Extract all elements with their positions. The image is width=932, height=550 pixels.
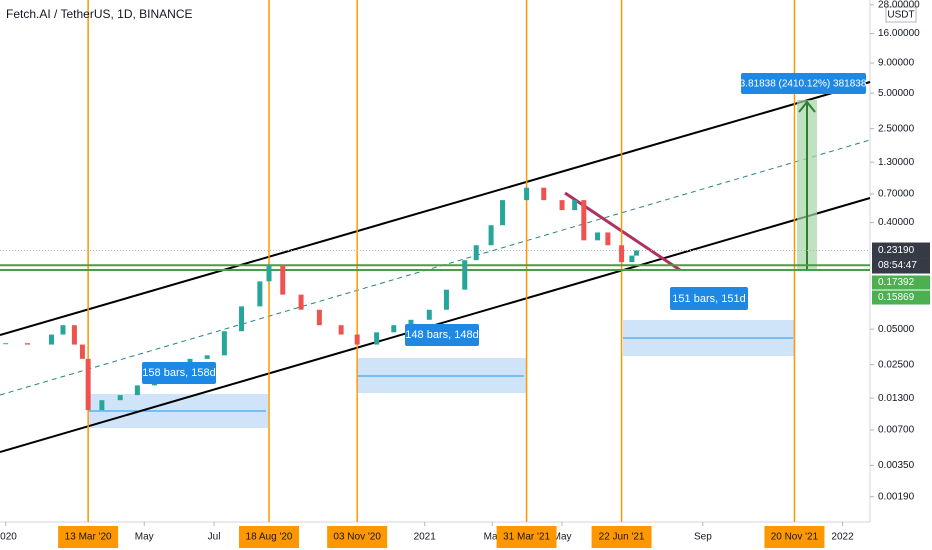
y-tick-label: 0.01300: [878, 393, 915, 404]
marker-label: 18 Aug '20: [246, 532, 293, 543]
marker-label: 20 Nov '21: [771, 532, 819, 543]
candle: [559, 200, 565, 211]
marker-label-box: [764, 526, 825, 548]
marker-label-box: [239, 526, 300, 548]
annotation: 148 bars, 148d: [405, 329, 478, 341]
chart-title: Fetch.AI / TetherUS, 1D, BINANCE: [6, 7, 193, 21]
candle: [316, 309, 322, 326]
candle: [572, 200, 578, 211]
candle: [266, 264, 272, 282]
candle: [204, 355, 210, 359]
annotation-box: [670, 287, 748, 310]
x-tick-label: May: [135, 532, 154, 543]
candle: [443, 289, 449, 310]
currency: USDT: [887, 10, 914, 21]
candle: [221, 331, 227, 356]
y-tick-label: 5.00000: [878, 88, 915, 99]
y-tick-label: 1.30000: [878, 157, 915, 168]
y-tick-label: 28.00000: [878, 0, 920, 11]
candle: [629, 255, 635, 263]
candle: [595, 232, 601, 241]
annotation: 151 bars, 151d: [672, 293, 745, 305]
annotation: 3.81838 (2410.12%) 381838: [740, 79, 867, 90]
x-tick-label: 2021: [414, 532, 437, 543]
candle: [49, 334, 55, 345]
candle: [473, 245, 479, 261]
countdown-box: [872, 258, 930, 274]
support-label-box: [872, 290, 930, 305]
y-tick-label: 16.00000: [878, 28, 920, 39]
marker-label-box: [58, 526, 119, 548]
marker-label: 31 Mar '21: [503, 532, 550, 543]
marker-label-box: [496, 526, 557, 548]
candle: [280, 264, 286, 295]
candle: [257, 281, 263, 307]
candle: [374, 332, 380, 345]
candle: [354, 334, 360, 345]
y-tick-label: 0.02500: [878, 359, 915, 370]
y-tick-label: 0.00190: [878, 491, 915, 502]
marker-label-box: [327, 526, 388, 548]
marker-label-box: [591, 526, 652, 548]
y-tick-label: 0.70000: [878, 189, 915, 200]
candle: [633, 250, 639, 256]
x-tick-label: 2020: [0, 532, 17, 543]
candle: [426, 309, 432, 320]
x-tick-label: 2022: [831, 532, 854, 543]
y-tick-label: 0.00350: [878, 460, 915, 471]
marker-label: 03 Nov '20: [333, 532, 381, 543]
x-tick-label: Sep: [694, 532, 712, 543]
candle: [85, 358, 91, 411]
candle: [541, 187, 547, 201]
annotation: 158 bars, 158d: [142, 367, 215, 379]
candle: [462, 260, 468, 290]
candle: [338, 325, 344, 335]
candle: [239, 306, 245, 332]
candle: [60, 325, 66, 335]
candle: [488, 225, 494, 246]
marker-label: 13 Mar '20: [65, 532, 112, 543]
candle: [99, 400, 105, 411]
x-tick-label: May: [553, 532, 572, 543]
y-tick-label: 2.50000: [878, 123, 915, 134]
candle: [581, 200, 587, 241]
candle: [298, 294, 304, 310]
channel-mid: [0, 139, 871, 396]
last-price-box: [872, 242, 930, 259]
currency-box: [885, 6, 917, 23]
annotation-box: [142, 362, 216, 384]
marker-label: 22 Jun '21: [599, 532, 645, 543]
x-tick-label: Mar: [484, 532, 502, 543]
annotation-box: [405, 324, 479, 346]
candle: [408, 319, 414, 326]
candle: [187, 358, 193, 363]
y-tick-label: 9.00000: [878, 58, 915, 69]
candle: [117, 395, 123, 401]
y-tick-label: 0.05000: [878, 324, 915, 335]
measure-arrow-head: [798, 100, 816, 113]
support-label: 0.15869: [878, 292, 915, 303]
support-label-box: [872, 275, 930, 290]
support-label: 0.17392: [878, 277, 915, 288]
x-tick-label: Jul: [208, 532, 221, 543]
candle: [391, 325, 397, 333]
candle: [619, 245, 625, 263]
annotation-box: [741, 73, 866, 94]
candle: [134, 385, 140, 396]
candle: [79, 344, 85, 359]
y-tick-label: 0.40000: [878, 217, 915, 228]
candle: [3, 343, 9, 345]
y-tick-label: 0.00700: [878, 425, 915, 436]
candle: [605, 232, 611, 246]
countdown: 08:54:47: [878, 260, 917, 271]
candle: [24, 343, 30, 345]
candle: [524, 187, 530, 201]
candle: [71, 325, 77, 345]
last-price-label: 0.23190: [878, 245, 915, 256]
candle: [500, 200, 506, 226]
channel-upper: [0, 81, 871, 336]
